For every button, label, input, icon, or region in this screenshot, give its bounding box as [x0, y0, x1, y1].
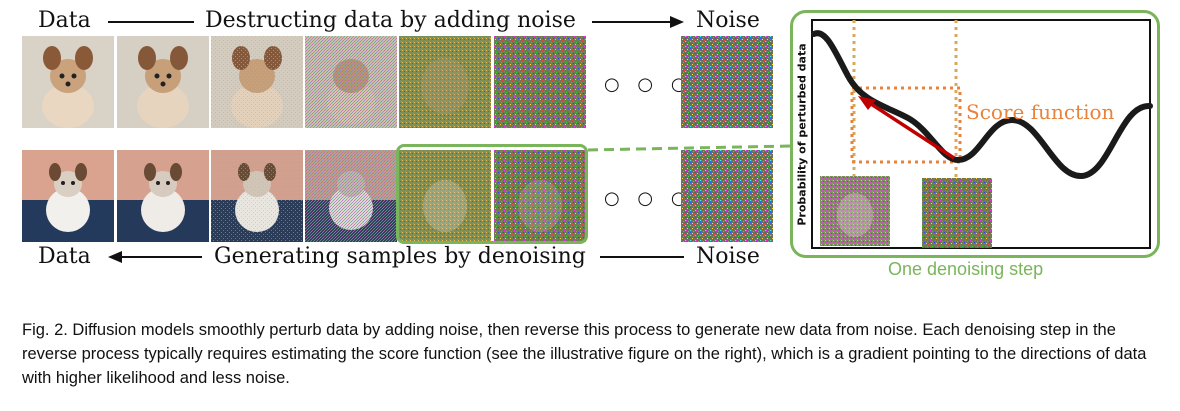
top-image-clean: [22, 36, 114, 128]
score-arrow-head: [858, 96, 876, 110]
bottom-image-pure-noise: [681, 150, 773, 242]
bottom-image-noise-2: [211, 150, 303, 242]
dog-image-icon: [211, 36, 303, 128]
plot-ylabel: Probability of perturbed data: [795, 43, 809, 226]
top-image-noise-4: [399, 36, 491, 128]
bottom-image-noise-3: [305, 150, 397, 242]
bottom-left-arrow-line: [120, 256, 202, 258]
bottom-right-arrow-line: [600, 256, 684, 258]
noise-image-icon: [399, 150, 491, 242]
score-function-label: Score function: [966, 100, 1115, 124]
score-function-plot: [811, 19, 1153, 249]
bottom-data-label: Data: [38, 244, 91, 269]
top-process-label: Destructing data by adding noise: [205, 8, 576, 33]
bottom-image-noise-5: [494, 150, 586, 242]
top-left-arrow-line: [108, 21, 194, 23]
figure-caption: Fig. 2. Diffusion models smoothly pertur…: [22, 321, 1147, 387]
bottom-process-label: Generating samples by denoising: [214, 244, 586, 269]
bottom-image-noise-1: [117, 150, 209, 242]
top-image-noise-5: [494, 36, 586, 128]
connector-dashed-line: [587, 144, 791, 152]
denoising-step-highlight: [396, 144, 588, 244]
dog-image-icon: [117, 150, 209, 242]
top-image-noise-2: [211, 36, 303, 128]
top-noise-label: Noise: [696, 8, 760, 33]
bottom-image-clean: [22, 150, 114, 242]
top-arrow-head: [670, 16, 684, 28]
dog-image-icon: [211, 150, 303, 242]
top-data-label: Data: [38, 8, 91, 33]
noise-image-icon: [494, 36, 586, 128]
top-image-noise-3: [305, 36, 397, 128]
dog-image-icon: [117, 36, 209, 128]
bottom-noise-label: Noise: [696, 244, 760, 269]
dog-image-icon: [305, 36, 397, 128]
top-image-pure-noise: [681, 36, 773, 128]
top-ellipsis: ○ ○ ○: [604, 74, 693, 95]
bottom-arrow-head: [108, 251, 122, 263]
panel-caption: One denoising step: [888, 259, 1044, 279]
plot-noisy-image-left: [820, 176, 890, 246]
noise-image-icon: [494, 150, 586, 242]
score-arrow-line: [867, 100, 955, 160]
bottom-ellipsis: ○ ○ ○: [604, 188, 693, 209]
top-right-arrow-line: [592, 21, 672, 23]
noise-image-icon: [399, 36, 491, 128]
density-curve: [811, 30, 1153, 179]
dog-image-icon: [305, 150, 397, 242]
score-function-panel: [790, 10, 1160, 258]
bottom-image-noise-4: [399, 150, 491, 242]
dog-image-icon: [22, 36, 114, 128]
top-image-noise-1: [117, 36, 209, 128]
dog-image-icon: [22, 150, 114, 242]
plot-noisy-image-right: [922, 178, 992, 248]
noise-image-icon: [681, 150, 773, 242]
noise-image-icon: [681, 36, 773, 128]
